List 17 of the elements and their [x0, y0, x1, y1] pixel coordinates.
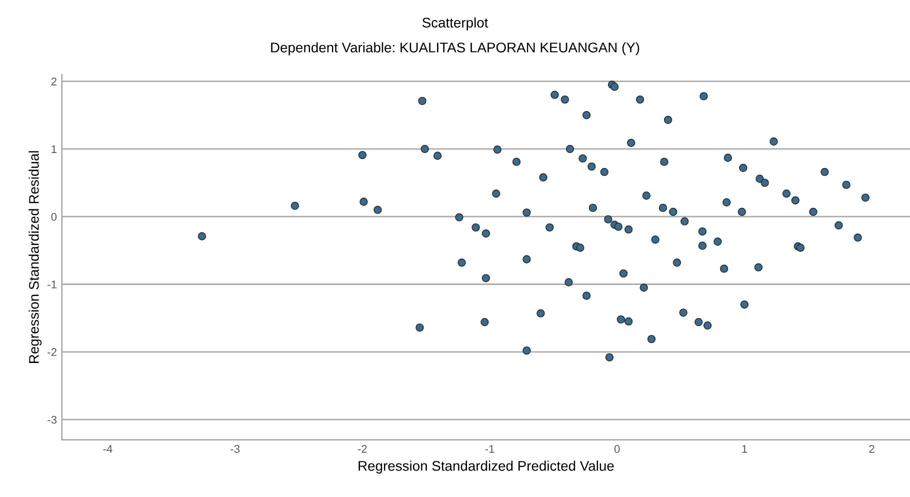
- y-tick-label: 0: [51, 212, 57, 221]
- y-tick-label: -2: [48, 348, 56, 356]
- y-tick-label: -1: [48, 280, 56, 288]
- chart-title: Scatterplot: [422, 17, 488, 30]
- chart-subtitle: Dependent Variable: KUALITAS LAPORAN KEUANGAN (Y): [271, 42, 640, 56]
- y-axis-title: Regression Standardized Residual: [28, 151, 42, 363]
- x-tick-label: 2: [869, 445, 874, 453]
- y-tick-label: 1: [52, 145, 56, 153]
- x-tick-label: -2: [358, 445, 367, 453]
- x-tick-label: -3: [230, 445, 240, 453]
- x-tick-label: -1: [485, 445, 494, 453]
- y-tick-label: 2: [51, 78, 56, 86]
- x-tick-label: 1: [742, 445, 747, 453]
- y-tick-label: -3: [48, 416, 57, 424]
- x-tick-label: -4: [103, 445, 112, 453]
- x-tick-label: 0: [614, 445, 620, 453]
- x-axis-title: Regression Standardized Predicted Value: [358, 460, 614, 474]
